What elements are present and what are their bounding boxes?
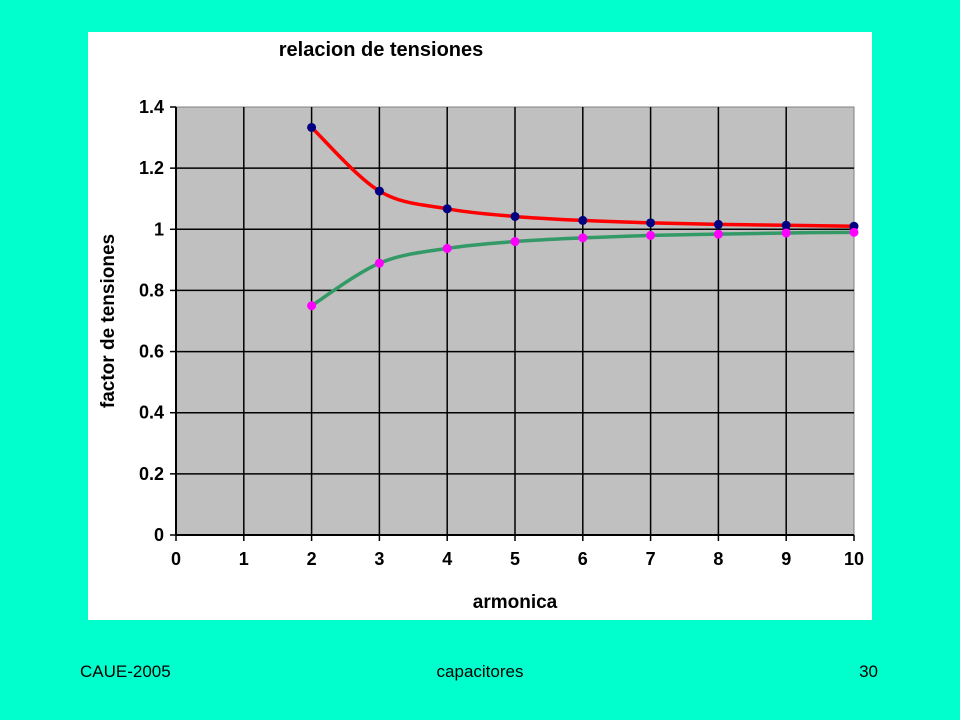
series-upper-point <box>781 220 791 230</box>
x-tick-label: 6 <box>578 549 588 569</box>
y-tick-label: 1 <box>154 219 164 239</box>
series-upper-point <box>442 204 452 214</box>
x-tick-label: 10 <box>844 549 864 569</box>
x-tick-label: 9 <box>781 549 791 569</box>
y-tick-label: 0.6 <box>139 342 164 362</box>
x-tick-label: 0 <box>171 549 181 569</box>
series-lower-point <box>307 301 317 311</box>
y-tick-label: 0.2 <box>139 464 164 484</box>
chart-title: relacion de tensiones <box>279 39 484 61</box>
y-axis-ticks: 0 0.2 0.4 0.6 0.8 1 1.2 1.4 <box>139 97 176 545</box>
x-tick-label: 3 <box>374 549 384 569</box>
series-upper-point <box>713 219 723 229</box>
series-upper-point <box>510 211 520 221</box>
series-lower-point <box>849 227 859 237</box>
x-axis-ticks: 0 1 2 3 4 5 6 7 8 9 10 <box>171 535 864 569</box>
series-lower-point <box>781 228 791 238</box>
x-tick-label: 8 <box>713 549 723 569</box>
series-lower-point <box>578 233 588 243</box>
y-tick-label: 0.8 <box>139 280 164 300</box>
series-upper-point <box>307 122 317 132</box>
series-lower-point <box>646 230 656 240</box>
chart-panel: relacion de tensiones 0 1 2 3 4 5 6 7 8 9 10 0 0.2 0… <box>88 32 872 620</box>
x-tick-label: 5 <box>510 549 520 569</box>
footer-page-number: 30 <box>859 662 878 681</box>
x-axis-label: armonica <box>473 592 558 613</box>
y-tick-label: 1.4 <box>139 97 164 117</box>
footer-left-text: CAUE-2005 <box>80 662 171 681</box>
series-lower-point <box>374 258 384 268</box>
x-tick-label: 7 <box>646 549 656 569</box>
x-tick-label: 2 <box>307 549 317 569</box>
footer-center-text: capacitores <box>436 662 524 681</box>
series-lower-point <box>713 229 723 239</box>
series-upper-point <box>374 186 384 196</box>
series-layer <box>307 122 859 311</box>
series-lower-point <box>510 237 520 247</box>
y-tick-label: 0.4 <box>139 403 164 423</box>
line-chart: relacion de tensiones 0 1 2 3 4 5 6 7 8 9 10 00.20… <box>98 39 864 613</box>
y-tick-label: 1.2 <box>139 158 164 178</box>
x-tick-label: 4 <box>442 549 452 569</box>
y-axis-label: factor de tensiones <box>98 234 119 408</box>
series-upper-point <box>578 215 588 225</box>
series-lower <box>307 227 859 311</box>
y-tick-label: 0 <box>154 525 164 545</box>
series-upper-point <box>646 218 656 228</box>
grid-lines <box>175 107 854 536</box>
x-tick-label: 1 <box>239 549 249 569</box>
series-lower-point <box>442 243 452 253</box>
